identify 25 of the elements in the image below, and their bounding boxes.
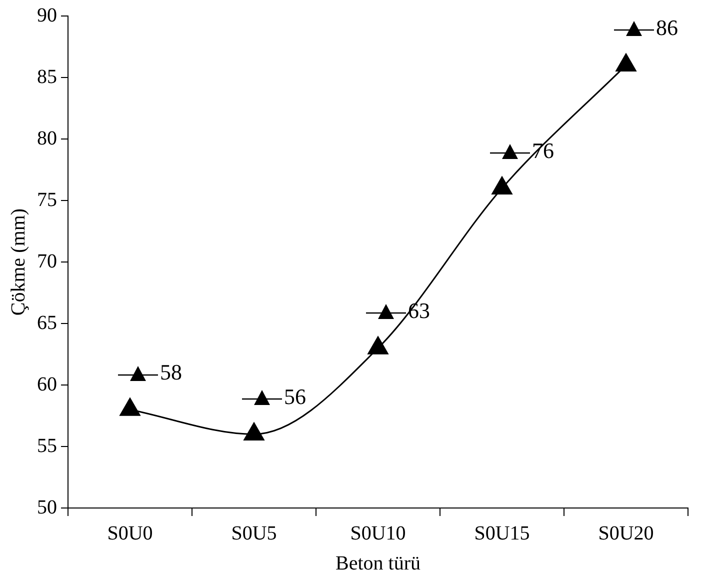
point xyxy=(368,336,388,354)
y-tick-label: 50 xyxy=(37,496,57,518)
y-tick-label: 75 xyxy=(37,188,57,211)
y-tick-label: 85 xyxy=(37,66,57,88)
y-tick-label: 90 xyxy=(37,4,57,26)
x-tick-label: S0U10 xyxy=(350,522,406,544)
x-tick-label: S0U15 xyxy=(474,522,530,544)
x-tick-label: S0U20 xyxy=(598,522,654,544)
x-tick-label: S0U5 xyxy=(231,522,277,544)
point xyxy=(120,398,140,416)
y-tick-label: 70 xyxy=(37,250,57,272)
point xyxy=(244,422,264,440)
data-label: 86 xyxy=(656,14,678,40)
point xyxy=(492,176,512,194)
data-label: 58 xyxy=(160,359,182,384)
point xyxy=(616,53,636,72)
x-tick-label: S0U0 xyxy=(107,522,153,544)
y-tick-label: 80 xyxy=(37,127,57,150)
y-tick-label: 65 xyxy=(37,312,57,334)
x-axis-title: Beton türü xyxy=(336,552,420,574)
y-tick-label: 55 xyxy=(37,434,57,457)
data-label: 56 xyxy=(284,384,306,409)
y-tick-label: 60 xyxy=(37,373,57,396)
data-label: 76 xyxy=(532,138,554,163)
y-axis-title: Çökme (mm) xyxy=(7,208,30,316)
